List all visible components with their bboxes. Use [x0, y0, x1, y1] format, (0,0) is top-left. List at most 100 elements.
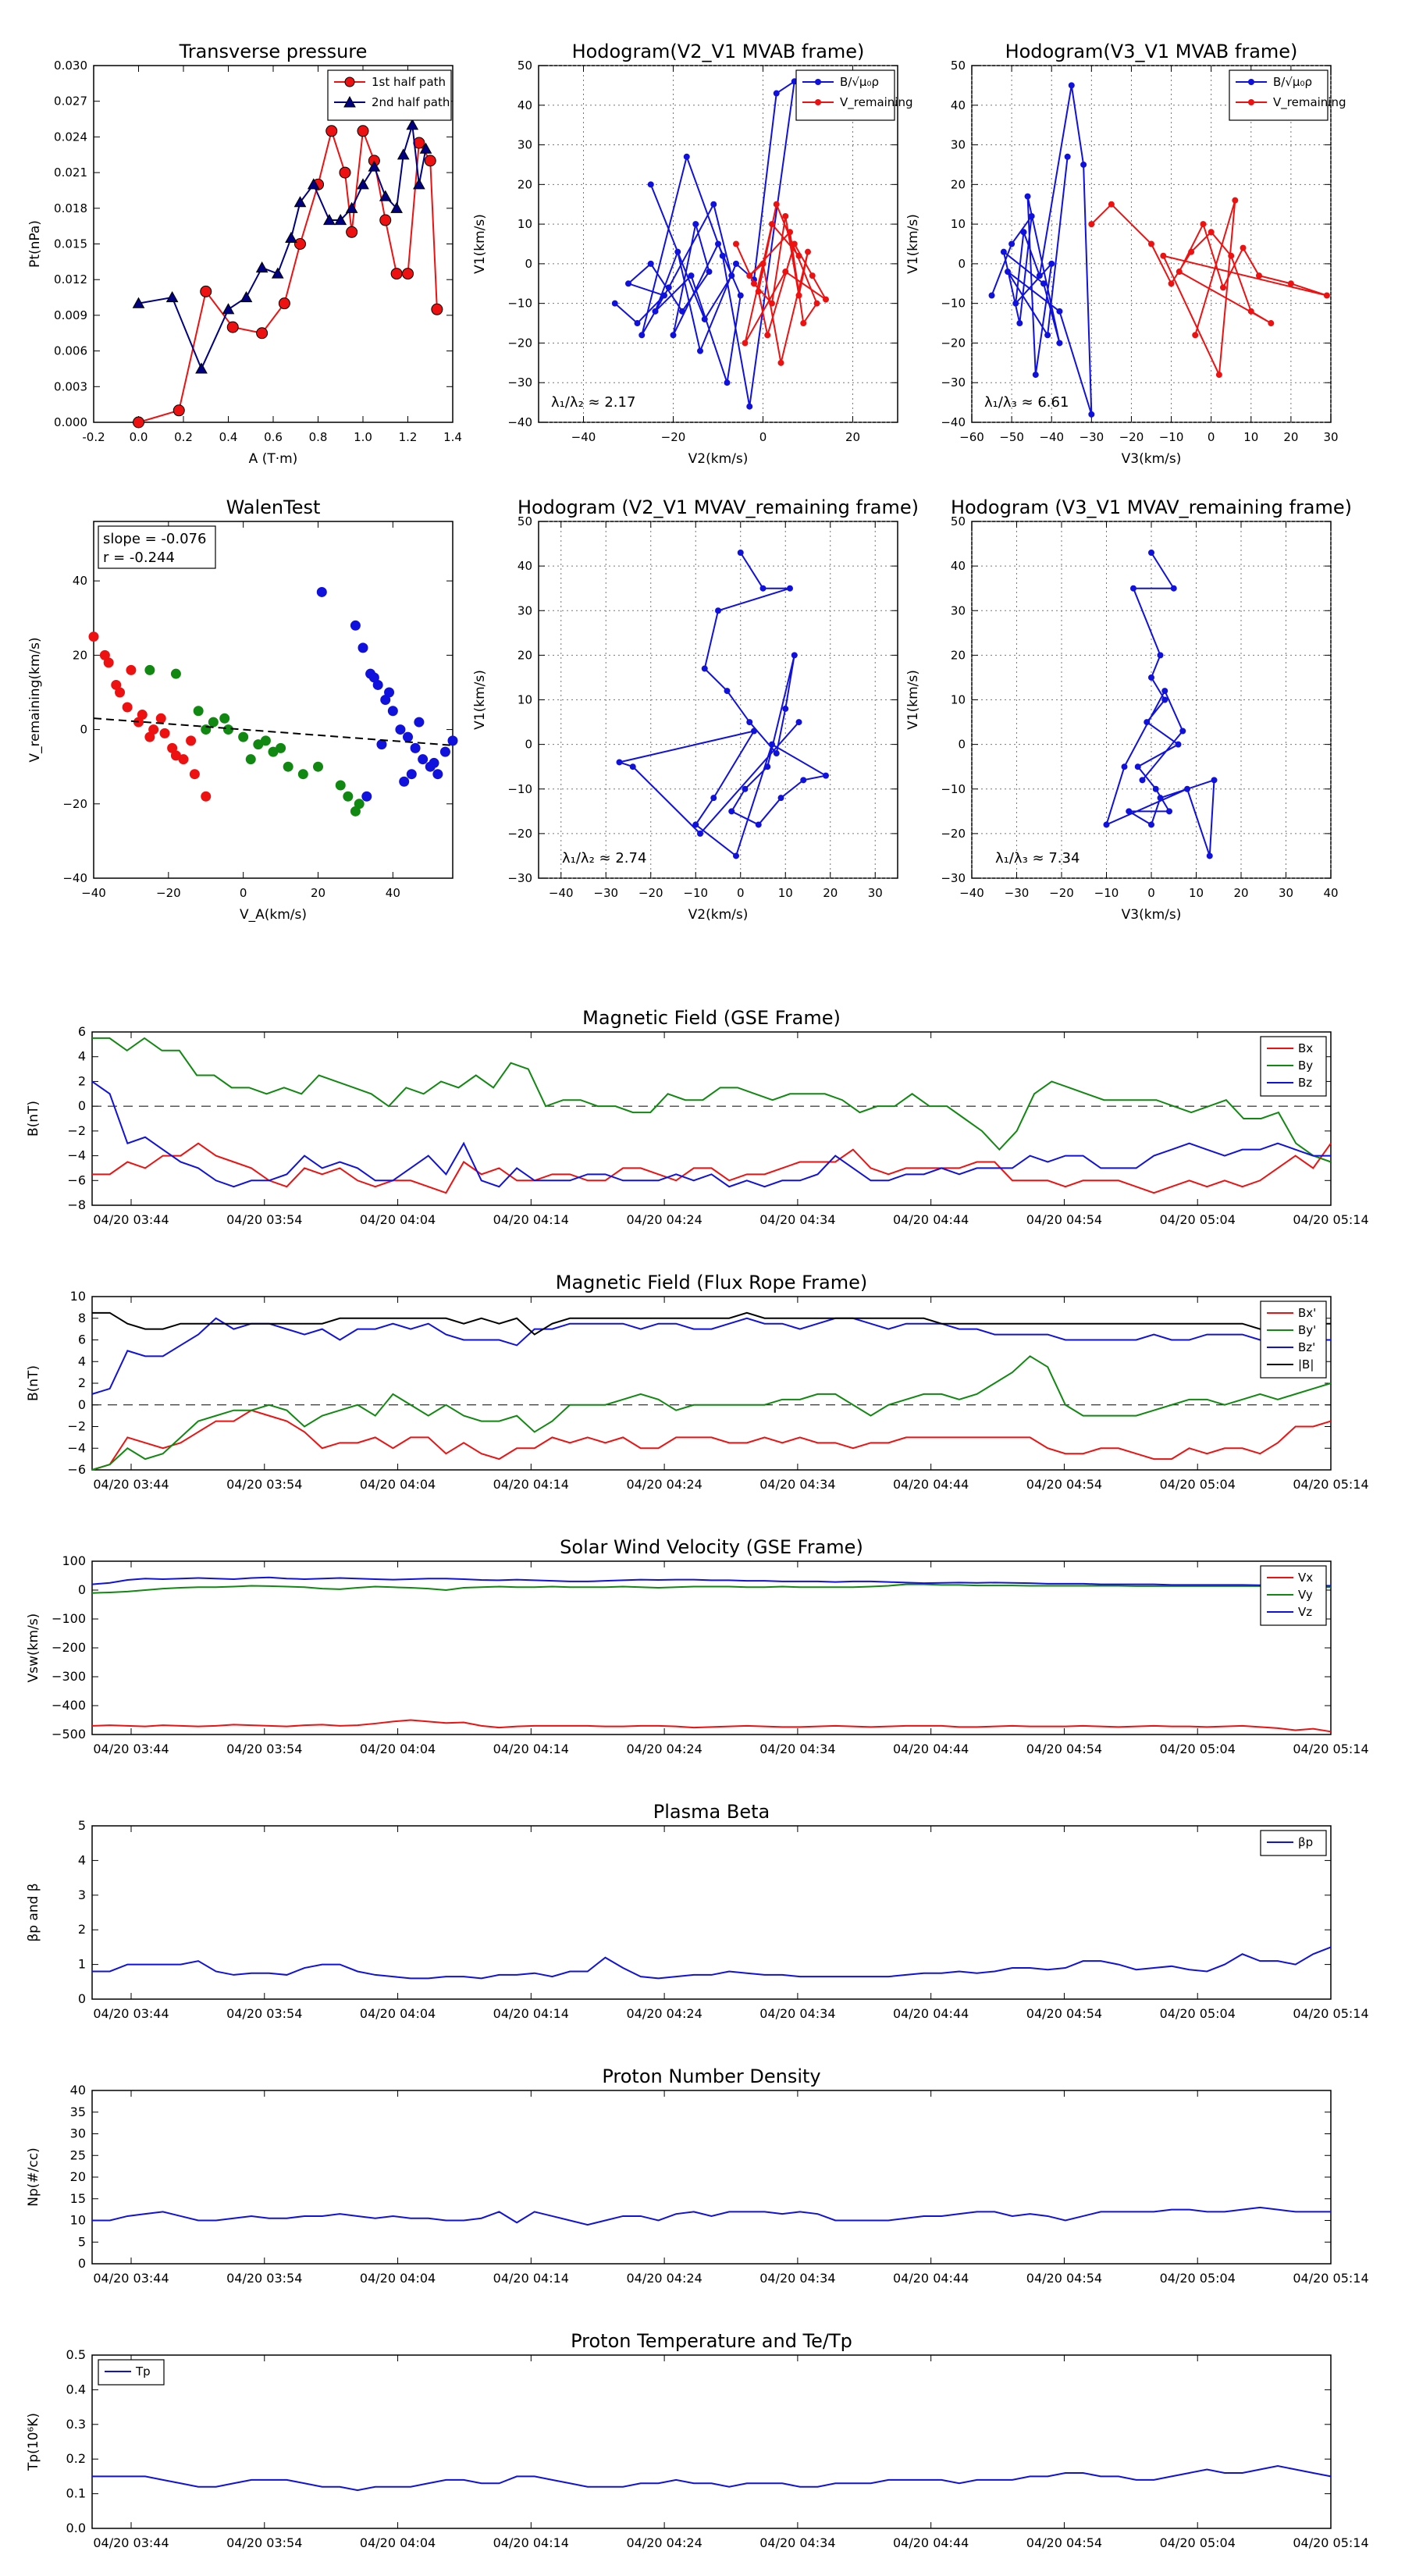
data-point — [737, 292, 744, 299]
x-tick-label: 04/20 03:44 — [93, 1742, 169, 1756]
data-point — [683, 153, 690, 160]
y-tick-label: 0.3 — [66, 2417, 86, 2432]
data-point — [1088, 411, 1095, 418]
data-point — [222, 303, 235, 315]
y-tick-label: −40 — [507, 415, 532, 429]
data-point — [413, 178, 425, 190]
data-point — [746, 403, 753, 410]
data-point — [195, 362, 208, 374]
data-point — [361, 791, 372, 802]
data-point — [132, 297, 145, 308]
data-point — [155, 713, 166, 724]
data-point — [1032, 372, 1039, 379]
series-line-|B| — [92, 1311, 1331, 1336]
data-point — [1175, 741, 1182, 748]
y-tick-label: −20 — [941, 336, 966, 350]
y-axis-label: V1(km/s) — [472, 214, 488, 274]
chart-title: Magnetic Field (GSE Frame) — [582, 1007, 841, 1029]
data-point — [354, 799, 365, 809]
data-point — [1211, 777, 1218, 784]
x-tick-label: 04/20 04:14 — [493, 1212, 569, 1227]
data-point — [350, 620, 361, 631]
data-point — [406, 119, 419, 130]
x-axis-label: V3(km/s) — [1122, 451, 1182, 467]
y-tick-label: 0.2 — [66, 2451, 86, 2466]
x-tick-label: 04/20 03:54 — [226, 1212, 302, 1227]
y-tick-label: 40 — [518, 559, 532, 573]
y-tick-label: −400 — [52, 1698, 86, 1713]
x-tick-label: 04/20 04:24 — [626, 2535, 702, 2550]
x-tick-label: 04/20 04:54 — [1026, 1742, 1102, 1756]
legend-label: V_remaining — [1273, 95, 1346, 110]
y-tick-label: −30 — [507, 871, 532, 885]
data-point — [1200, 221, 1207, 228]
data-point — [724, 379, 731, 386]
data-point — [1144, 719, 1151, 726]
data-point — [1103, 821, 1110, 828]
data-point — [665, 284, 672, 291]
y-tick-label: −10 — [507, 297, 532, 311]
data-point — [755, 821, 762, 828]
y-tick-label: −10 — [507, 782, 532, 796]
y-tick-label: 30 — [951, 138, 966, 152]
data-point — [240, 291, 253, 303]
data-point — [1160, 252, 1167, 259]
x-tick-label: 04/20 03:44 — [93, 2535, 169, 2550]
data-point — [809, 272, 816, 279]
chart-title: Hodogram(V3_V1 MVAB frame) — [1005, 41, 1298, 62]
data-point — [692, 221, 699, 228]
y-tick-label: 25 — [70, 2147, 86, 2162]
data-point — [173, 404, 185, 417]
plot-frame — [93, 521, 454, 879]
x-tick-label: 04/20 04:54 — [1026, 2271, 1102, 2286]
series-line — [735, 201, 827, 364]
y-tick-label: 0.027 — [54, 94, 87, 109]
eigenvalue-ratio: λ₁/λ₂ ≈ 2.17 — [551, 394, 635, 411]
data-point — [1287, 280, 1294, 287]
y-tick-label: 50 — [518, 514, 532, 528]
data-point — [1152, 785, 1159, 792]
x-tick-label: −30 — [593, 886, 618, 900]
x-tick-label: −40 — [81, 886, 106, 900]
y-tick-label: 10 — [951, 693, 966, 707]
x-tick-label: 04/20 04:14 — [493, 2271, 569, 2286]
data-point — [701, 315, 708, 322]
y-tick-label: −2 — [67, 1123, 86, 1138]
x-tick-label: 04/20 04:44 — [893, 2271, 969, 2286]
data-point — [1040, 280, 1047, 287]
legend-label: V_remaining — [840, 95, 913, 110]
y-tick-label: 0.003 — [54, 379, 87, 393]
data-point — [357, 178, 369, 190]
data-point — [1256, 272, 1262, 279]
data-point — [679, 308, 685, 315]
y-tick-label: −30 — [941, 871, 966, 885]
data-point — [1268, 320, 1275, 327]
data-point — [805, 248, 811, 255]
y-tick-label: 40 — [518, 98, 532, 112]
x-tick-label: 20 — [845, 430, 860, 444]
legend-label: By — [1298, 1059, 1313, 1073]
y-tick-label: −20 — [507, 336, 532, 350]
data-point — [1036, 272, 1043, 279]
data-point — [1215, 372, 1222, 379]
x-tick-label: −60 — [959, 430, 984, 444]
y-tick-label: 0.018 — [54, 201, 87, 215]
regression-line — [93, 717, 454, 746]
time-series-vsw: Solar Wind Velocity (GSE Frame) 04/20 03:… — [26, 1536, 1369, 1756]
data-point — [777, 795, 784, 802]
data-point — [193, 706, 204, 717]
data-point — [688, 272, 695, 279]
y-tick-label: 4 — [78, 1049, 86, 1064]
data-point — [403, 731, 413, 742]
data-point — [208, 717, 219, 728]
x-tick-label: −10 — [1094, 886, 1119, 900]
data-point — [1024, 193, 1031, 200]
data-point — [283, 761, 293, 772]
y-axis-label: Tp(10⁶K) — [26, 2413, 41, 2471]
data-point — [439, 746, 450, 757]
chart-title: Proton Temperature and Te/Tp — [571, 2330, 852, 2352]
y-tick-label: 20 — [951, 177, 966, 191]
x-tick-label: 04/20 03:54 — [226, 1742, 302, 1756]
chart-title: WalenTest — [226, 496, 321, 518]
legend-marker — [1248, 79, 1254, 85]
